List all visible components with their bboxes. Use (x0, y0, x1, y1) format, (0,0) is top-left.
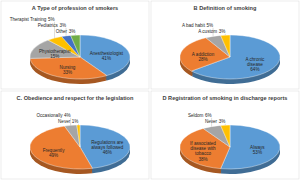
pie-slice (71, 35, 80, 57)
slice-value: 49% (49, 153, 58, 158)
leader-line (211, 118, 212, 127)
leader-line (70, 118, 71, 126)
slice-label: Never (58, 119, 71, 124)
slice-value: 5% (48, 17, 55, 22)
slice-value: 5% (206, 23, 213, 28)
panel-frame (1, 91, 149, 179)
leader-line (225, 34, 226, 35)
panel-frame (1, 1, 149, 89)
chart-title: B Definition of smoking (194, 5, 257, 11)
slice-value: 3% (59, 23, 66, 28)
slice-value: 3% (69, 29, 76, 34)
pie-slice (77, 125, 80, 147)
slice-value: 1% (72, 119, 79, 124)
panel-frame (151, 1, 299, 89)
slice-value: 3% (219, 29, 226, 34)
leader-line (54, 22, 55, 38)
slice-value: 41% (102, 56, 111, 61)
slice-label: A chronicdisease (245, 57, 265, 67)
chart-title: C. Obedience and respect for the legisla… (17, 95, 134, 101)
background (0, 0, 300, 180)
pie-slice (221, 125, 230, 147)
slice-value: 28% (198, 57, 207, 62)
slice-value: 3% (219, 119, 226, 124)
pie-slice (65, 125, 80, 147)
leader-line (66, 28, 67, 36)
slice-value: 33% (63, 70, 72, 75)
slice-label: Never (205, 119, 218, 124)
slice-value: 15% (50, 54, 59, 59)
pie-panel: D Registration of smoking in discharge r… (151, 91, 299, 179)
leader-line (75, 34, 76, 35)
slice-label: Seldom (188, 113, 204, 118)
pie-slice (30, 126, 92, 169)
pie-panel: A Type of profession of smokersAnesthesi… (1, 1, 149, 89)
chart-title: D Registration of smoking in discharge r… (163, 95, 288, 101)
leader-line (225, 124, 226, 125)
pie-slice (221, 35, 230, 57)
slice-value: 6% (205, 113, 212, 118)
chart-title: A Type of profession of smokers (32, 5, 118, 11)
slice-label: A custom (198, 29, 217, 34)
slice-value: 4% (64, 113, 71, 118)
slice-label: Pediatrics (38, 23, 59, 28)
slice-value: 64% (250, 67, 259, 72)
leader-line (213, 28, 214, 37)
panel-frame (151, 91, 299, 179)
pie-slice (30, 57, 107, 79)
slice-value: 38% (198, 157, 207, 162)
slice-label: Therapist Training (10, 17, 47, 22)
pie-panel: C. Obedience and respect for the legisla… (1, 91, 149, 179)
pie-panel: B Definition of smoking A chronicdisease6… (151, 1, 299, 89)
slice-label: Regulations arealways followed (91, 140, 124, 150)
slice-label: Occasionally (36, 113, 63, 118)
slice-value: 53% (253, 150, 262, 155)
slice-label: Other (56, 29, 68, 34)
slice-label: If associateddisease withtobacco (190, 141, 216, 156)
figure: A Type of profession of smokersAnesthesi… (0, 0, 300, 180)
leader-line (78, 124, 79, 125)
slice-value: 46% (103, 150, 112, 155)
slice-label: A bad habit (182, 23, 206, 28)
